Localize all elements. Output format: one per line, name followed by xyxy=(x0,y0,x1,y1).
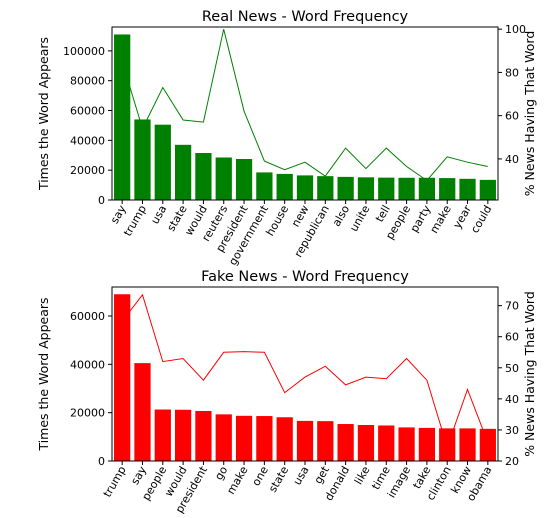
y2-tick-label: 30 xyxy=(505,424,519,437)
x-tick-label-state: state xyxy=(266,464,291,495)
bar-also xyxy=(337,176,354,200)
y-tick-label: 0 xyxy=(98,194,105,207)
y2-tick-label: 40 xyxy=(505,153,519,166)
y-tick-label: 100000 xyxy=(63,45,105,58)
x-tick-label-make: make xyxy=(427,203,453,236)
y-axis-title: Times the Word Appears xyxy=(36,297,51,451)
bar-people xyxy=(398,177,415,200)
bar-party xyxy=(418,177,436,200)
bar-know xyxy=(459,428,476,461)
bar-say xyxy=(114,34,131,201)
bar-government xyxy=(256,172,273,200)
y-tick-label: 0 xyxy=(98,455,105,468)
bar-new xyxy=(296,175,314,200)
bar-would xyxy=(174,409,192,461)
y2-axis-title: % News Having That Word xyxy=(522,31,537,197)
y2-axis-title: % News Having That Word xyxy=(522,291,537,457)
bar-president xyxy=(235,158,253,200)
bar-trump xyxy=(134,119,151,200)
x-tick-label-tell: tell xyxy=(373,203,393,224)
y-tick-label: 60000 xyxy=(70,105,105,118)
bar-clinton xyxy=(439,428,456,461)
x-tick-label-go: go xyxy=(212,464,230,483)
bar-could xyxy=(479,179,496,200)
bar-get xyxy=(317,421,334,461)
real-news-chart: 020000400006000080000100000406080100sayt… xyxy=(36,9,537,268)
bar-make xyxy=(235,415,253,461)
y2-tick-label: 40 xyxy=(505,393,519,406)
bar-trump xyxy=(114,294,131,461)
y-axis-title: Times the Word Appears xyxy=(36,37,51,191)
y2-tick-label: 60 xyxy=(505,110,519,123)
bar-tell xyxy=(378,177,395,200)
y-tick-label: 40000 xyxy=(70,358,105,371)
bar-time xyxy=(378,425,395,461)
x-tick-label-usa: usa xyxy=(291,464,312,487)
percent-line xyxy=(121,293,489,449)
y2-tick-label: 50 xyxy=(505,362,519,375)
y-tick-label: 20000 xyxy=(70,407,105,420)
bar-image xyxy=(398,427,415,461)
y2-tick-label: 70 xyxy=(505,300,519,313)
bar-go xyxy=(215,414,232,461)
y-tick-label: 60000 xyxy=(70,310,105,323)
chart-title: Real News - Word Frequency xyxy=(202,9,409,25)
chart-title: Fake News - Word Frequency xyxy=(201,269,409,285)
bar-unite xyxy=(357,177,375,200)
bar-reuters xyxy=(215,157,232,200)
y-tick-label: 80000 xyxy=(70,75,105,88)
bar-one xyxy=(256,416,273,461)
bar-state xyxy=(276,417,293,461)
bar-usa xyxy=(296,420,314,461)
bar-take xyxy=(418,427,436,461)
bar-usa xyxy=(154,124,171,200)
bar-obama xyxy=(479,428,496,461)
bar-people xyxy=(154,409,171,461)
bar-say xyxy=(134,363,151,461)
y2-tick-label: 20 xyxy=(505,455,519,468)
bar-make xyxy=(439,178,456,200)
bar-would xyxy=(195,153,212,200)
y2-tick-label: 100 xyxy=(505,23,526,36)
y2-tick-label: 60 xyxy=(505,331,519,344)
x-tick-label-make: make xyxy=(224,464,250,497)
bar-state xyxy=(174,144,192,200)
bar-like xyxy=(357,424,375,461)
y-tick-label: 40000 xyxy=(70,134,105,147)
y2-tick-label: 80 xyxy=(505,66,519,79)
bar-president xyxy=(195,410,212,461)
x-tick-label-could: could xyxy=(468,203,494,235)
bar-house xyxy=(276,173,293,200)
x-tick-label-trump: trump xyxy=(101,464,129,500)
x-tick-label-unite: unite xyxy=(347,203,372,234)
bar-donald xyxy=(337,424,354,461)
y-tick-label: 20000 xyxy=(70,164,105,177)
percent-line xyxy=(121,29,488,182)
bar-republican xyxy=(317,176,334,200)
bar-year xyxy=(459,178,476,200)
